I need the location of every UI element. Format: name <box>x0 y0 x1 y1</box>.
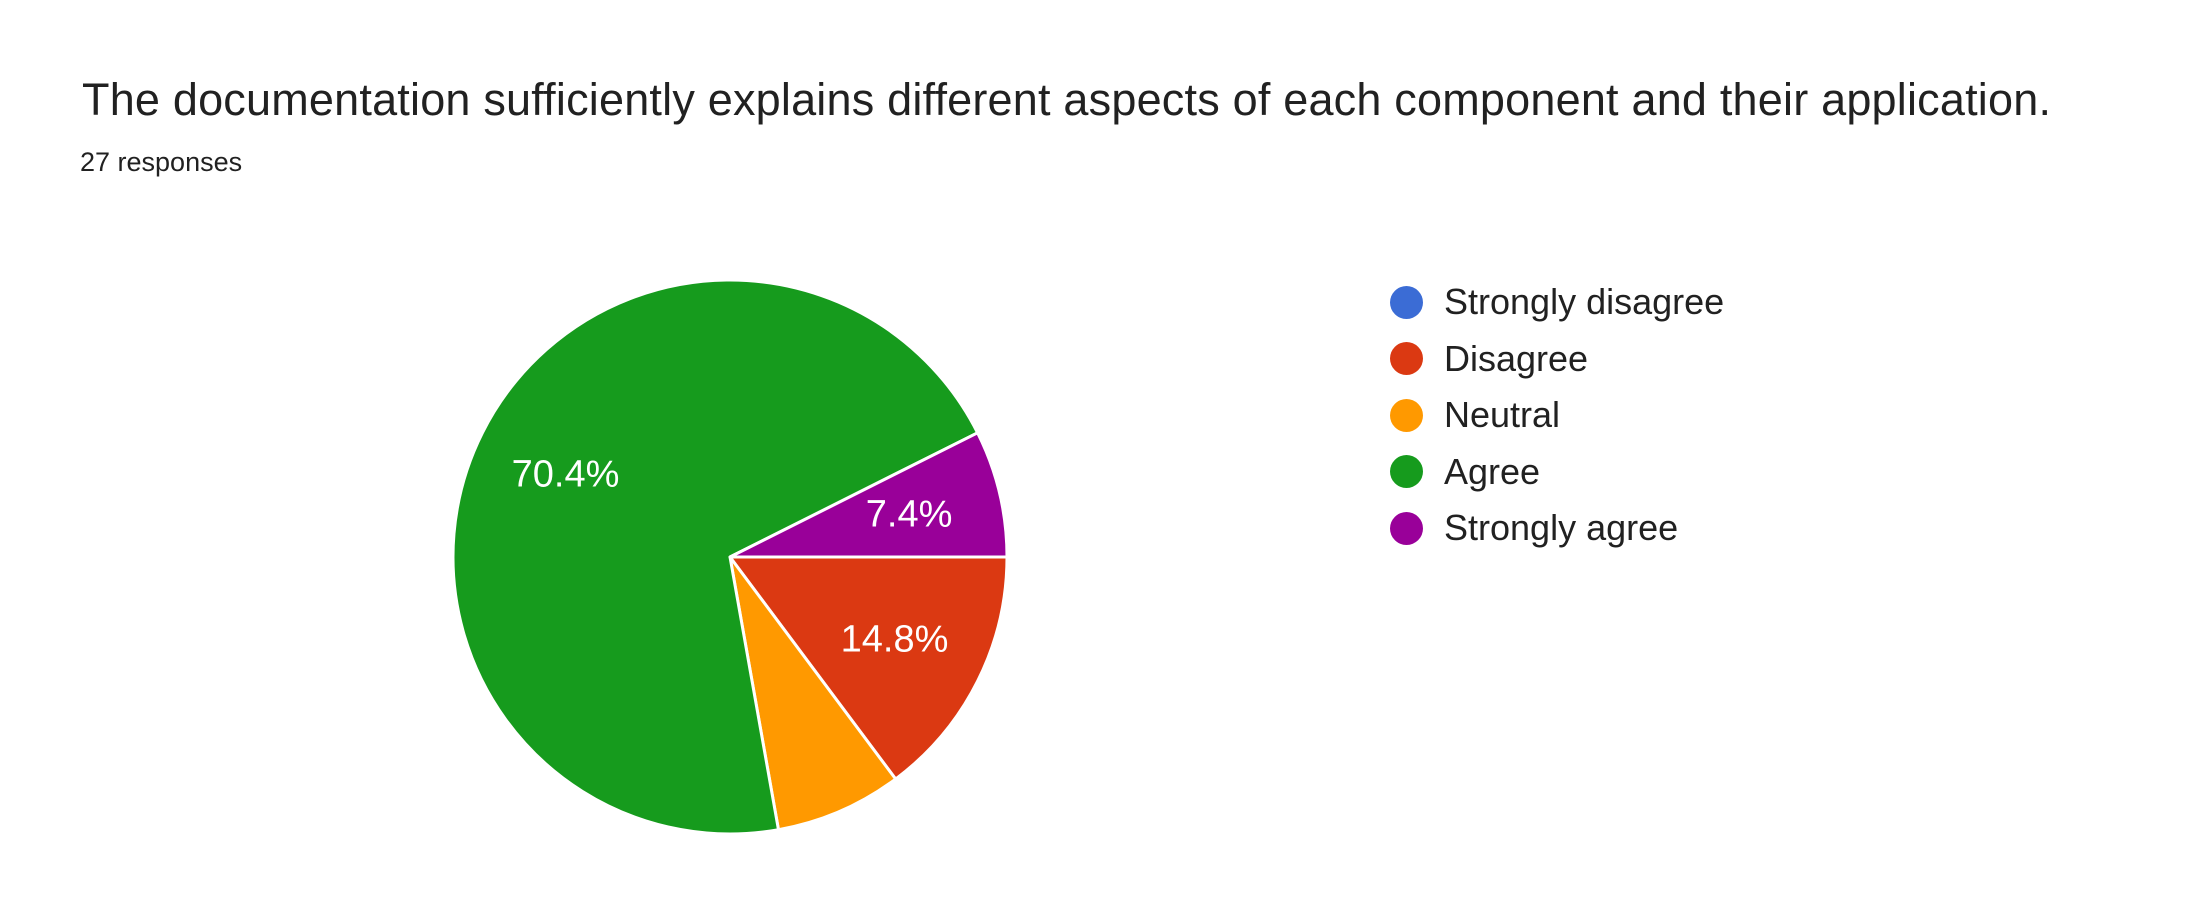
legend-label-disagree: Disagree <box>1444 337 1589 379</box>
response-count: 27 responses <box>80 147 243 177</box>
legend-label-agree: Agree <box>1444 450 1541 492</box>
legend-item-strongly-disagree: Strongly disagree <box>1390 274 1724 331</box>
legend-item-agree: Agree <box>1390 444 1724 501</box>
legend-item-strongly-agree: Strongly agree <box>1390 500 1724 557</box>
legend-label-strongly-agree: Strongly agree <box>1444 507 1679 549</box>
pie-slice-disagree[interactable] <box>728 555 1009 781</box>
legend-label-neutral: Neutral <box>1444 394 1561 436</box>
legend-swatch-disagree-icon <box>1390 342 1423 376</box>
legend-swatch-neutral-icon <box>1390 398 1423 432</box>
chart-legend: Strongly disagree Disagree Neutral Agree… <box>1390 274 1724 557</box>
legend-item-neutral: Neutral <box>1390 387 1724 444</box>
legend-swatch-agree-icon <box>1390 455 1423 489</box>
pie-slice-agree[interactable] <box>451 278 980 836</box>
question-title: The documentation sufficiently explains … <box>82 74 2052 125</box>
pie-slice-neutral[interactable] <box>728 555 898 832</box>
legend-item-disagree: Disagree <box>1390 331 1724 388</box>
pie-chart: 14.8% 70.4% 7.4% <box>451 278 1009 836</box>
pie-slice-label-strongly-agree: 7.4% <box>866 494 953 536</box>
pie-slice-strongly-agree[interactable] <box>728 431 1009 559</box>
pie-slice-label-disagree: 14.8% <box>841 619 949 661</box>
legend-label-strongly-disagree: Strongly disagree <box>1444 281 1725 323</box>
pie-slice-label-agree: 70.4% <box>512 454 620 496</box>
legend-swatch-strongly-agree-icon <box>1390 511 1423 545</box>
legend-swatch-strongly-disagree-icon <box>1390 285 1423 319</box>
